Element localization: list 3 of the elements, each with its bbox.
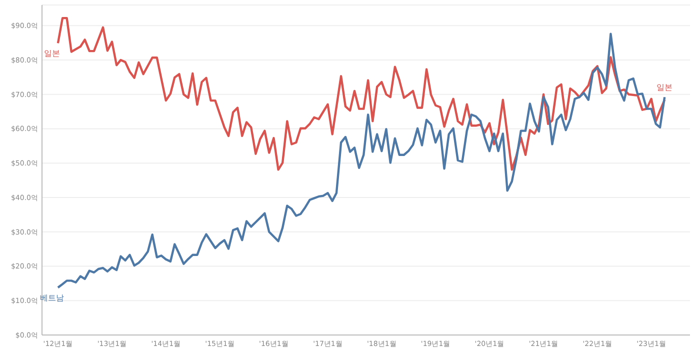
series-label: 베트남 — [40, 294, 64, 303]
annotation: 일본 — [656, 82, 673, 92]
series-label: 일본 — [44, 49, 60, 58]
